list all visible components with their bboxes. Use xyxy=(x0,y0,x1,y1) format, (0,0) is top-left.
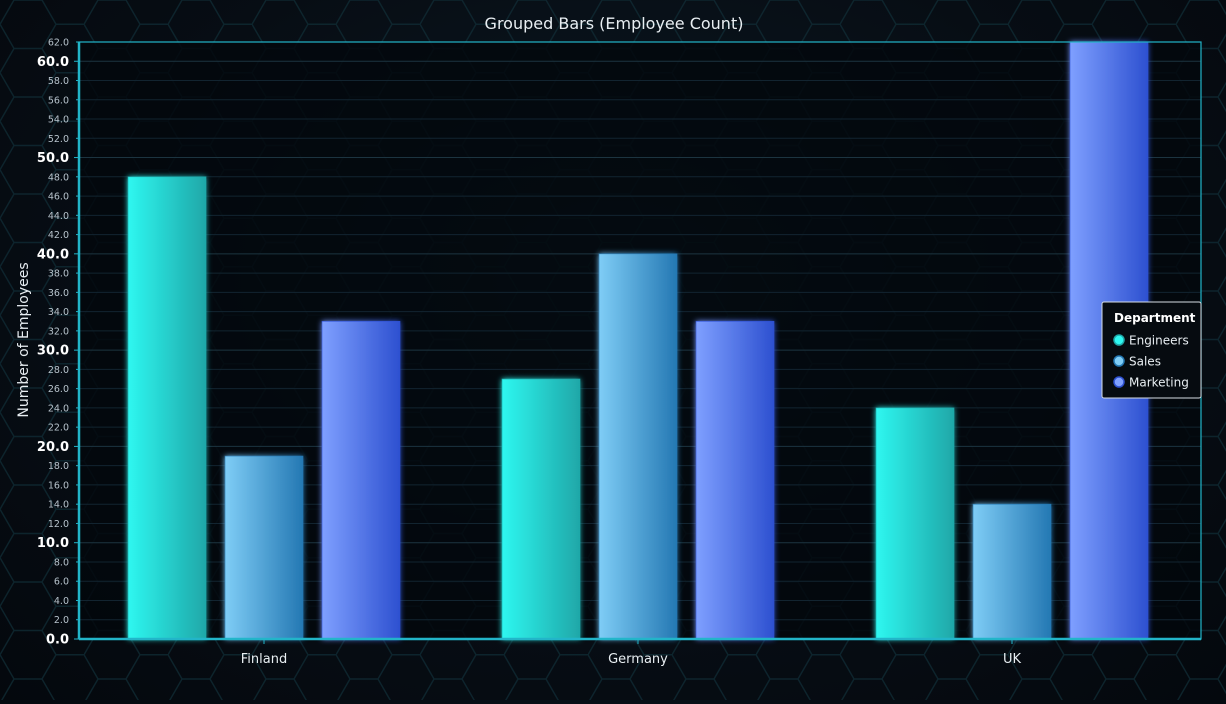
bar-engineers-finland xyxy=(127,176,207,640)
y-tick-label: 14.0 xyxy=(48,500,69,511)
y-tick-label: 62.0 xyxy=(48,38,69,49)
y-axis-label: Number of Employees xyxy=(16,262,32,417)
legend-label-marketing: Marketing xyxy=(1129,376,1189,390)
y-tick-label: 52.0 xyxy=(48,134,69,145)
x-tick-label: Finland xyxy=(241,652,287,667)
legend-title: Department xyxy=(1114,311,1196,325)
y-tick-label: 44.0 xyxy=(48,211,69,222)
y-tick-label: 40.0 xyxy=(37,247,69,262)
y-tick-label: 46.0 xyxy=(48,192,69,203)
y-tick-label: 56.0 xyxy=(48,95,69,106)
bars xyxy=(127,41,1149,640)
bar-engineers-germany xyxy=(501,378,581,640)
y-tick-label: 2.0 xyxy=(54,615,69,626)
x-tick-label: Germany xyxy=(608,652,668,667)
y-tick-label: 48.0 xyxy=(48,172,69,183)
bar-marketing-germany xyxy=(695,320,775,640)
bar-sales-finland xyxy=(224,455,304,640)
bar-engineers-uk xyxy=(875,407,955,640)
y-tick-label: 6.0 xyxy=(54,577,69,588)
y-tick-label: 34.0 xyxy=(48,307,69,318)
y-tick-label: 18.0 xyxy=(48,461,69,472)
legend-marker-sales xyxy=(1113,355,1125,367)
legend-label-sales: Sales xyxy=(1129,355,1161,369)
y-tick-label: 54.0 xyxy=(48,115,69,126)
y-tick-label: 8.0 xyxy=(54,557,69,568)
y-tick-label: 50.0 xyxy=(37,151,69,166)
y-tick-label: 10.0 xyxy=(37,536,69,551)
y-tick-label: 58.0 xyxy=(48,76,69,87)
y-tick-label: 0.0 xyxy=(46,633,69,648)
y-tick-label: 30.0 xyxy=(37,344,69,359)
y-tick-label: 28.0 xyxy=(48,365,69,376)
y-tick-label: 60.0 xyxy=(37,55,69,70)
legend-marker-marketing xyxy=(1113,376,1125,388)
y-tick-label: 20.0 xyxy=(37,440,69,455)
bar-sales-uk xyxy=(972,503,1052,640)
axes: 2.0 4.0 6.0 8.0 12.0 14.0 16.0 18.0 22.0 24.0 26.0… xyxy=(37,38,1202,667)
legend-label-engineers: Engineers xyxy=(1129,334,1189,348)
y-tick-label: 22.0 xyxy=(48,423,69,434)
y-tick-label: 24.0 xyxy=(48,403,69,414)
legend-box xyxy=(1101,301,1202,399)
y-tick-label: 12.0 xyxy=(48,519,69,530)
bar-marketing-finland xyxy=(321,320,401,640)
legend-items: Engineers Sales Marketing xyxy=(1113,334,1189,390)
legend: Department Engineers Sales Marketing xyxy=(1101,301,1202,399)
y-tick-label: 4.0 xyxy=(54,596,69,607)
y-tick-label: 38.0 xyxy=(48,269,69,280)
chart-title: Grouped Bars (Employee Count) xyxy=(485,14,744,33)
y-tick-label: 32.0 xyxy=(48,326,69,337)
legend-marker-engineers xyxy=(1113,334,1125,346)
y-tick-label: 36.0 xyxy=(48,288,69,299)
y-tick-label: 16.0 xyxy=(48,480,69,491)
x-tick-label: UK xyxy=(1003,652,1022,667)
y-tick-label: 26.0 xyxy=(48,384,69,395)
y-tick-label: 42.0 xyxy=(48,230,69,241)
bar-sales-germany xyxy=(598,253,678,640)
